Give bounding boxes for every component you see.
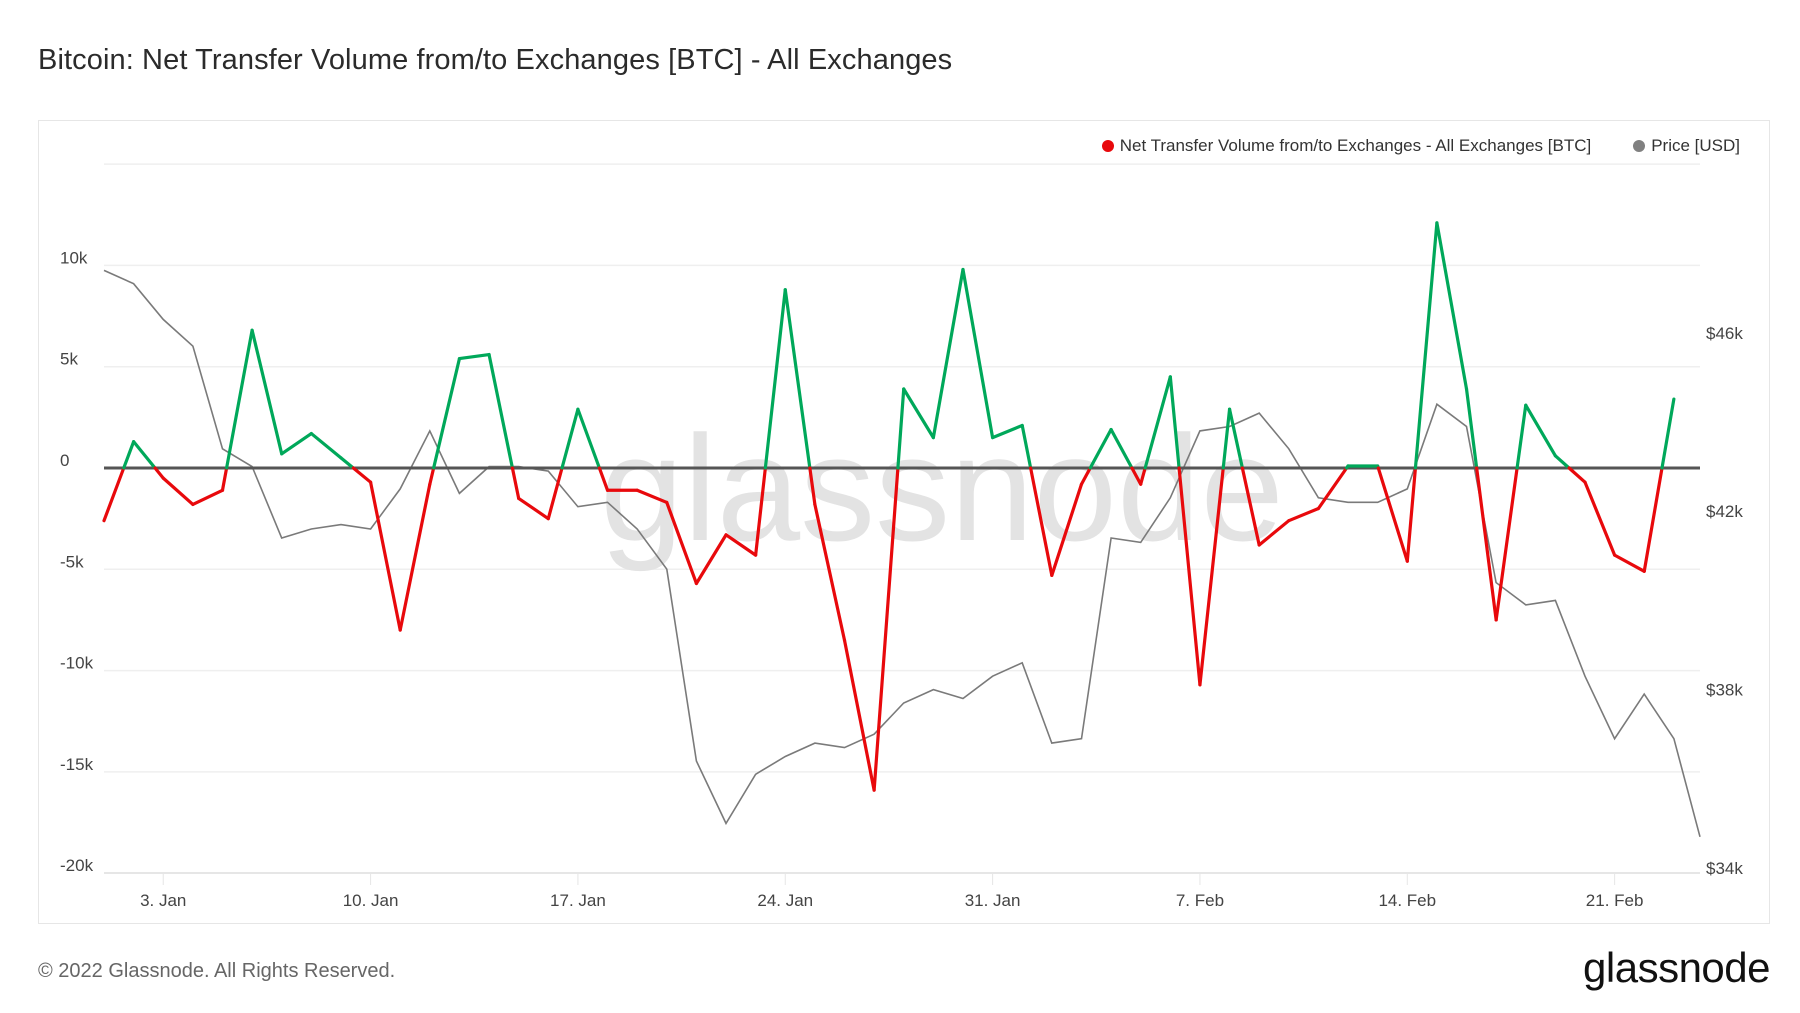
chart-legend: Net Transfer Volume from/to Exchanges - … [1101,136,1740,156]
y-tick-label: 0 [60,451,69,470]
x-tick-label: 7. Feb [1176,891,1224,910]
y-axis-left: 10k 5k 0 -5k -10k -15k -20k [60,248,94,875]
legend-item-price[interactable]: Price [USD] [1633,136,1740,156]
y2-tick-label: $46k [1706,324,1743,343]
y-tick-label: -20k [60,856,94,875]
legend-dot-red-icon [1101,140,1114,152]
net-transfer-line [102,221,1676,792]
legend-item-net-transfer[interactable]: Net Transfer Volume from/to Exchanges - … [1101,136,1592,156]
legend-label: Net Transfer Volume from/to Exchanges - … [1119,136,1592,155]
y2-tick-label: $42k [1706,502,1743,521]
legend-label: Price [USD] [1651,136,1740,155]
x-tick-label: 21. Feb [1586,891,1644,910]
x-tick-label: 14. Feb [1378,891,1436,910]
y-tick-label: -15k [60,755,94,774]
y-tick-label: 5k [60,350,78,369]
chart-title: Bitcoin: Net Transfer Volume from/to Exc… [38,44,953,76]
price-line [103,269,1701,838]
x-tick-label: 17. Jan [550,891,606,910]
y-tick-label: 10k [60,248,88,267]
chart-panel [38,120,1770,924]
y-axis-right: $46k $42k $38k $34k [1706,324,1743,878]
y2-tick-label: $34k [1706,859,1743,878]
x-tick-label: 24. Jan [757,891,813,910]
x-axis: 3. Jan 10. Jan 17. Jan 24. Jan 31. Jan 7. Feb… [104,872,1700,910]
copyright-text: © 2022 Glassnode. All Rights Reserved. [38,960,396,982]
glassnode-logo[interactable]: glassnode [1583,944,1770,991]
x-tick-label: 10. Jan [343,891,399,910]
y-tick-label: -5k [60,552,84,571]
x-tick-label: 31. Jan [965,891,1021,910]
legend-dot-gray-icon [1633,140,1646,152]
y2-tick-label: $38k [1706,681,1743,700]
y-tick-label: -10k [60,654,94,673]
watermark: glassnode [600,404,1284,572]
x-tick-label: 3. Jan [140,891,186,910]
